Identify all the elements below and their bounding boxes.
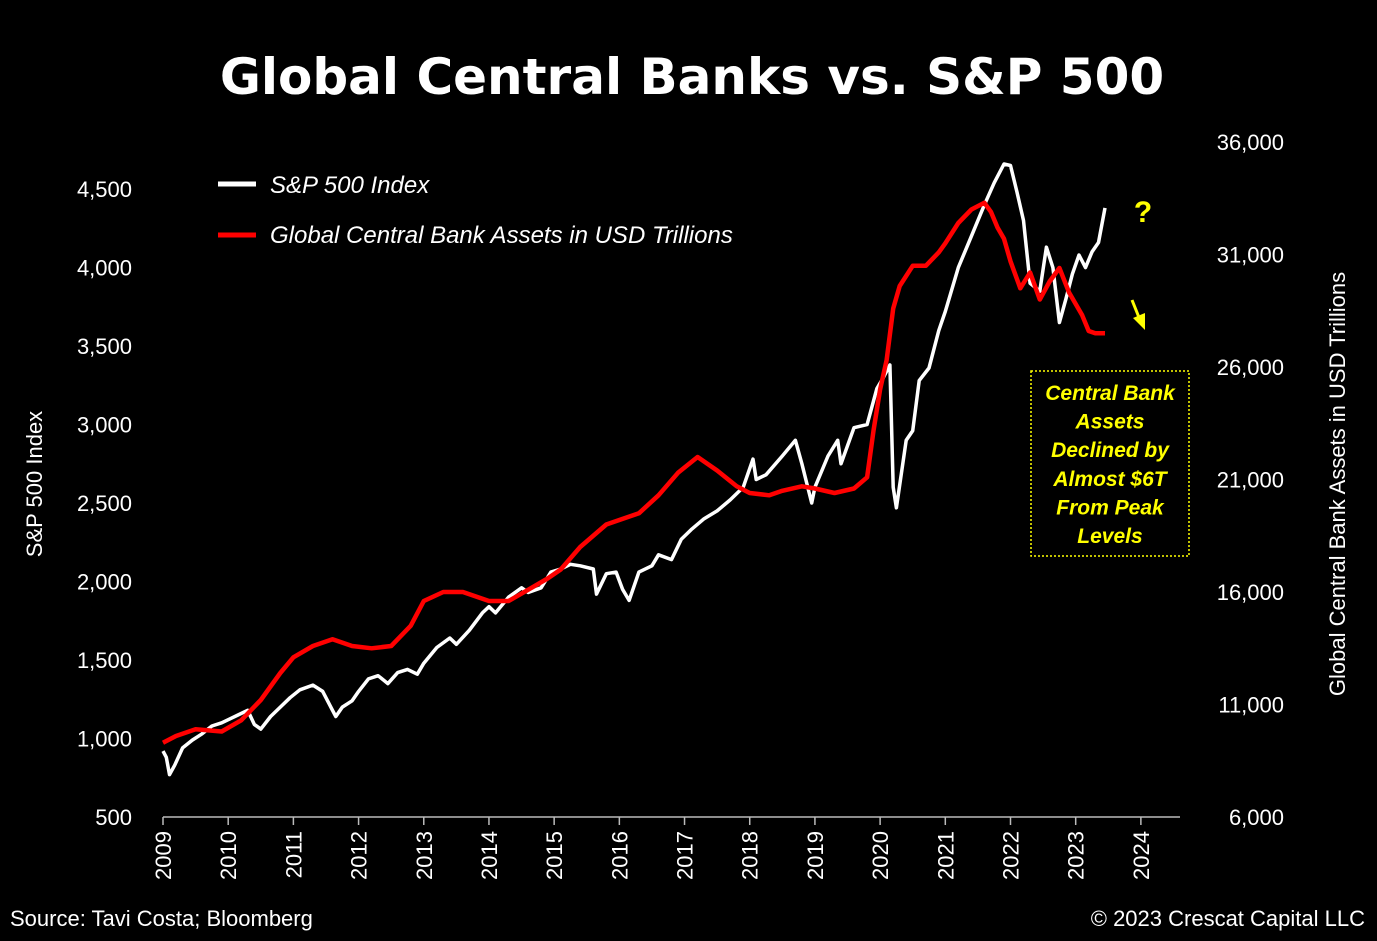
- copyright-footer: © 2023 Crescat Capital LLC: [1091, 906, 1365, 931]
- annotation-line: Levels: [1077, 525, 1142, 548]
- y-left-tick-label: 2,000: [77, 570, 132, 595]
- legend-label-sp500: S&P 500 Index: [270, 172, 430, 199]
- x-tick-label: 2014: [477, 831, 502, 880]
- x-tick-label: 2010: [216, 831, 241, 880]
- y-right-tick-label: 36,000: [1217, 130, 1284, 155]
- y-left-tick-label: 3,000: [77, 413, 132, 438]
- x-axis: 2009 2010 2011 2012 2013 2014 2015 2016 2017 2018…: [151, 816, 1180, 880]
- y-right-tick-label: 6,000: [1229, 805, 1284, 830]
- x-tick-label: 2023: [1064, 831, 1089, 880]
- annotation-text: Central Bank Assets Declined by Almost $6T F…: [1045, 382, 1176, 548]
- chart-title: Global Central Banks vs. S&P 500: [220, 48, 1164, 106]
- x-tick-label: 2018: [738, 831, 763, 880]
- x-tick-label: 2011: [281, 831, 306, 878]
- x-tick-label: 2009: [151, 831, 176, 880]
- x-tick-label: 2024: [1129, 831, 1154, 880]
- y-left-tick-label: 4,000: [77, 256, 132, 281]
- x-tick-label: 2020: [868, 831, 893, 880]
- right-axis-ticks: 6,000 11,000 16,000 21,000 26,000 31,000 36,00…: [1217, 130, 1284, 830]
- y-left-tick-label: 1,500: [77, 648, 132, 673]
- y-left-tick-label: 1,000: [77, 727, 132, 752]
- x-tick-label: 2012: [347, 831, 372, 880]
- annotation-line: Declined by: [1051, 439, 1170, 462]
- y-left-tick-label: 500: [95, 805, 132, 830]
- y-right-tick-label: 31,000: [1217, 243, 1284, 268]
- annotation-line: Central Bank: [1045, 382, 1176, 405]
- y-left-tick-label: 4,500: [77, 177, 132, 202]
- y-axis-right-label: Global Central Bank Assets in USD Trilli…: [1325, 272, 1350, 696]
- y-left-tick-label: 3,500: [77, 334, 132, 359]
- sp500-line: [161, 162, 1107, 777]
- down-arrow-icon: [1130, 299, 1145, 330]
- annotation-line: Almost $6T: [1052, 468, 1168, 491]
- y-right-tick-label: 11,000: [1218, 693, 1284, 718]
- annotation-box: [1030, 370, 1190, 557]
- question-mark-annotation: ?: [1134, 196, 1152, 229]
- y-left-tick-label: 2,500: [77, 491, 132, 516]
- x-tick-label: 2022: [999, 831, 1024, 880]
- series-layer: [161, 162, 1107, 777]
- source-footer: Source: Tavi Costa; Bloomberg: [10, 906, 313, 931]
- x-tick-label: 2017: [673, 831, 698, 880]
- legend: S&P 500 Index Global Central Bank Assets…: [218, 172, 733, 249]
- left-axis-ticks: 500 1,000 1,500 2,000 2,500 3,000 3,500 4,000 4,…: [77, 177, 132, 830]
- y-right-tick-label: 26,000: [1217, 355, 1284, 380]
- y-right-tick-label: 21,000: [1217, 468, 1284, 493]
- annotation-line: Assets: [1075, 411, 1145, 434]
- x-tick-label: 2019: [803, 831, 828, 880]
- x-tick-label: 2016: [607, 831, 632, 880]
- y-right-tick-label: 16,000: [1217, 580, 1284, 605]
- x-tick-label: 2021: [933, 831, 958, 880]
- annotation-line: From Peak: [1056, 496, 1165, 519]
- x-tick-label: 2015: [542, 831, 567, 880]
- x-tick-label: 2013: [412, 831, 437, 880]
- cb-assets-line: [161, 200, 1105, 745]
- y-axis-left-label: S&P 500 Index: [22, 411, 47, 557]
- legend-label-cb-assets: Global Central Bank Assets in USD Trilli…: [270, 222, 733, 249]
